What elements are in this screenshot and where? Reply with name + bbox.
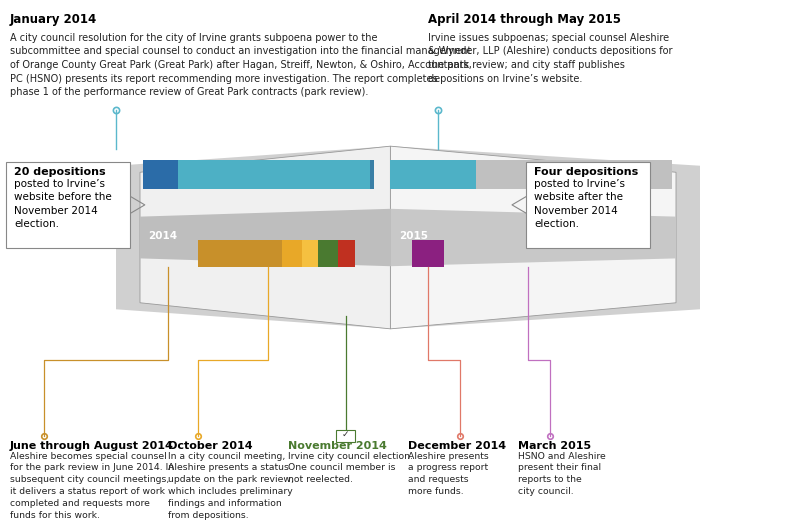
- Text: November 2014: November 2014: [288, 441, 387, 451]
- Polygon shape: [140, 146, 390, 329]
- Text: March 2015: March 2015: [518, 441, 591, 451]
- Polygon shape: [140, 209, 390, 266]
- Text: Irvine issues subpoenas; special counsel Aleshire
& Wynder, LLP (Aleshire) condu: Irvine issues subpoenas; special counsel…: [428, 33, 673, 84]
- Bar: [390, 160, 476, 189]
- Text: Four depositions: Four depositions: [534, 167, 638, 177]
- Bar: [318, 240, 338, 267]
- Polygon shape: [390, 146, 676, 329]
- Bar: [338, 240, 355, 267]
- Polygon shape: [116, 146, 700, 329]
- FancyBboxPatch shape: [6, 162, 130, 248]
- Polygon shape: [390, 209, 676, 266]
- Bar: [476, 160, 672, 189]
- Text: ✓: ✓: [342, 430, 350, 440]
- Text: HSNO and Aleshire
present their final
reports to the
city council.: HSNO and Aleshire present their final re…: [518, 452, 606, 496]
- Bar: [370, 160, 374, 189]
- Text: A city council resolution for the city of Irvine grants subpoena power to the
su: A city council resolution for the city o…: [10, 33, 471, 97]
- FancyBboxPatch shape: [336, 430, 355, 442]
- FancyBboxPatch shape: [526, 162, 650, 248]
- Bar: [178, 160, 370, 189]
- Text: posted to Irvine’s
website before the
November 2014
election.: posted to Irvine’s website before the No…: [14, 179, 112, 229]
- Text: Irvine city council election.
One council member is
not reelected.: Irvine city council election. One counci…: [288, 452, 413, 484]
- Text: October 2014: October 2014: [168, 441, 253, 451]
- Text: June through August 2014: June through August 2014: [10, 441, 174, 451]
- Text: December 2014: December 2014: [408, 441, 506, 451]
- Text: April 2014 through May 2015: April 2014 through May 2015: [428, 13, 621, 26]
- Text: In a city council meeting,
Aleshire presents a status
update on the park review,: In a city council meeting, Aleshire pres…: [168, 452, 294, 519]
- Bar: [198, 240, 282, 267]
- Text: 2015: 2015: [399, 231, 428, 241]
- Text: Aleshire presents
a progress report
and requests
more funds.: Aleshire presents a progress report and …: [408, 452, 489, 496]
- Bar: [412, 240, 444, 267]
- Bar: [143, 160, 178, 189]
- Text: posted to Irvine’s
website after the
November 2014
election.: posted to Irvine’s website after the Nov…: [534, 179, 626, 229]
- Text: 20 depositions: 20 depositions: [14, 167, 106, 177]
- Text: January 2014: January 2014: [10, 13, 97, 26]
- Bar: [282, 240, 302, 267]
- Bar: [302, 240, 318, 267]
- Text: 2014: 2014: [148, 231, 177, 241]
- Text: Aleshire becomes special counsel
for the park review in June 2014. In
subsequent: Aleshire becomes special counsel for the…: [10, 452, 174, 519]
